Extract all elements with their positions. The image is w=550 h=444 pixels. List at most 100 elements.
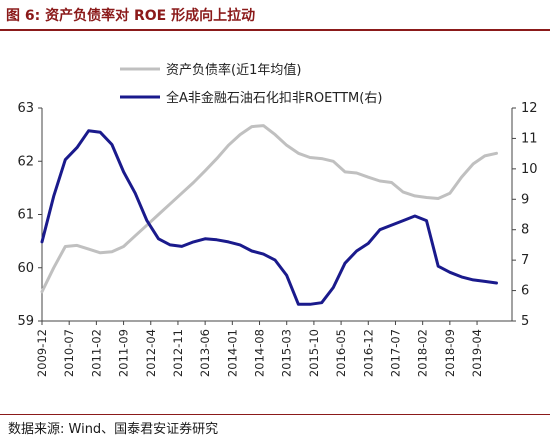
left-tick-label: 59 (17, 314, 34, 329)
point-debt-ratio (251, 125, 253, 128)
point-roe (157, 238, 160, 240)
point-debt-ratio (320, 157, 323, 160)
point-roe (227, 241, 230, 243)
left-tick-label: 63 (17, 101, 34, 116)
left-tick-label: 60 (17, 261, 34, 276)
right-tick-label: 5 (521, 314, 529, 329)
point-roe (472, 279, 475, 281)
point-roe (449, 271, 451, 274)
point-roe (146, 219, 148, 222)
point-roe (192, 241, 195, 243)
point-roe (76, 146, 78, 149)
point-roe (495, 282, 498, 284)
x-tick-label: 2010-07 (62, 329, 76, 377)
point-debt-ratio (344, 171, 346, 173)
right-tick-label: 10 (521, 162, 538, 177)
right-tick-label: 7 (521, 253, 529, 268)
point-debt-ratio (379, 180, 381, 182)
point-roe (344, 262, 346, 265)
point-debt-ratio (216, 157, 218, 160)
point-roe (285, 274, 288, 277)
point-debt-ratio (495, 152, 498, 155)
x-tick-label: 2017-07 (388, 329, 402, 377)
x-tick-label: 2014-01 (225, 329, 239, 377)
point-debt-ratio (402, 191, 405, 193)
x-tick-label: 2016-12 (361, 329, 375, 377)
point-roe (111, 143, 113, 146)
point-debt-ratio (52, 267, 55, 269)
point-debt-ratio (425, 196, 428, 199)
point-debt-ratio (122, 245, 125, 248)
source-note: 数据来源: Wind、国泰君安证券研究 (8, 422, 219, 437)
point-roe (355, 250, 358, 252)
point-roe (251, 250, 253, 252)
point-roe (390, 224, 393, 226)
point-roe (320, 301, 323, 304)
point-debt-ratio (146, 224, 148, 226)
point-roe (262, 253, 265, 255)
point-debt-ratio (262, 124, 265, 127)
x-tick-label: 2018-02 (416, 329, 430, 377)
x-tick-label: 2009-12 (35, 329, 49, 377)
point-roe (379, 228, 381, 231)
point-debt-ratio (87, 248, 90, 250)
point-debt-ratio (460, 176, 463, 178)
point-roe (239, 244, 241, 246)
point-roe (134, 192, 136, 194)
point-roe (332, 286, 335, 289)
point-debt-ratio (472, 163, 475, 165)
figure-title: 图 6: 资产负债率对 ROE 形成向上拉动 (6, 8, 256, 24)
point-debt-ratio (181, 192, 183, 194)
point-debt-ratio (449, 192, 451, 194)
point-debt-ratio (204, 170, 206, 172)
right-tick-label: 8 (521, 223, 529, 238)
point-roe (414, 215, 416, 217)
source-rule (0, 414, 550, 415)
point-roe (99, 131, 102, 134)
right-tick-label: 9 (521, 192, 529, 207)
point-debt-ratio (332, 160, 335, 163)
legend-label-roe: 全A非金融石油石化扣非ROETTM(右) (166, 90, 382, 106)
chart-plot-area (40, 124, 498, 306)
point-debt-ratio (274, 133, 276, 136)
point-debt-ratio (111, 251, 113, 253)
point-debt-ratio (355, 172, 358, 174)
point-roe (297, 303, 300, 306)
x-tick-label: 2015-03 (280, 329, 294, 377)
point-roe (122, 171, 125, 173)
point-roe (367, 242, 370, 245)
point-roe (181, 245, 183, 248)
title-rule (0, 29, 550, 31)
right-tick-label: 12 (521, 101, 538, 116)
left-tick-label: 62 (17, 154, 34, 169)
point-debt-ratio (484, 155, 486, 157)
point-roe (437, 265, 440, 268)
point-roe (204, 238, 206, 240)
left-tick-label: 61 (17, 208, 34, 223)
point-debt-ratio (285, 144, 288, 147)
x-tick-label: 2015-10 (307, 329, 321, 377)
x-tick-label: 2011-09 (117, 329, 131, 377)
point-debt-ratio (297, 152, 300, 155)
x-tick-label: 2012-11 (171, 329, 185, 377)
chart-legend: 资产负债率(近1年均值) 全A非金融石油石化扣非ROETTM(右) (120, 62, 382, 106)
point-roe (484, 280, 486, 283)
series-line-roe (40, 129, 498, 306)
point-roe (169, 244, 171, 246)
point-debt-ratio (390, 181, 393, 184)
right-tick-label: 6 (521, 284, 529, 299)
point-roe (64, 158, 67, 161)
legend-label-debt-ratio: 资产负债率(近1年均值) (166, 62, 301, 78)
point-debt-ratio (239, 133, 241, 136)
point-roe (41, 241, 43, 243)
x-tick-label: 2016-05 (334, 329, 348, 377)
chart-axes: 59 60 61 62 63 5 6 7 8 9 10 11 12 2009-12 2010-07 2011-… (17, 101, 537, 377)
point-debt-ratio (99, 252, 102, 254)
point-debt-ratio (367, 176, 370, 178)
x-tick-label: 2018-09 (443, 329, 457, 377)
point-debt-ratio (309, 156, 311, 159)
point-debt-ratio (134, 235, 136, 237)
series-line-debt-ratio (40, 124, 498, 294)
point-roe (460, 276, 463, 278)
